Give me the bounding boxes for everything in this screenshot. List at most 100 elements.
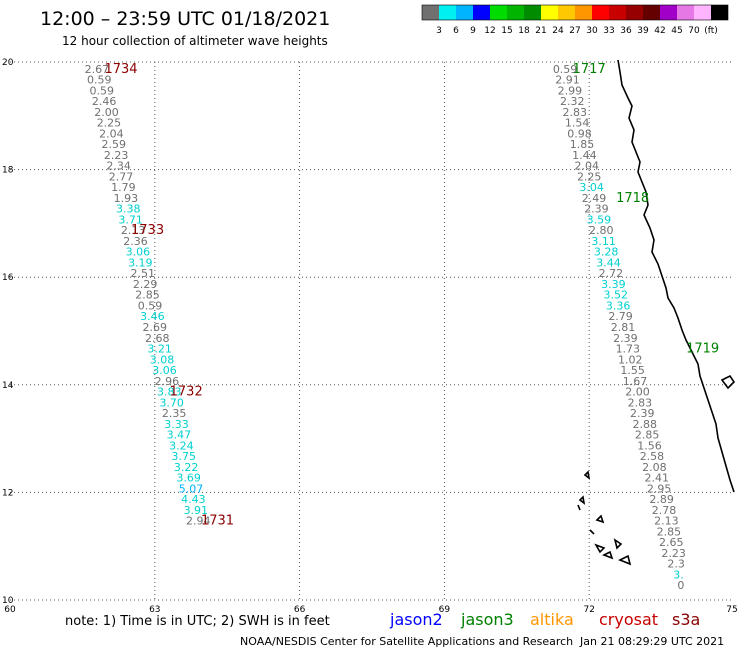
wave-height-point: 1.55 [620, 364, 645, 377]
x-tick-label: 60 [4, 605, 16, 615]
wave-height-point: 3.75 [172, 450, 197, 463]
axis-tick-labels: 60 63 66 69 72 75 10 12 14 16 18 20 [2, 58, 738, 615]
coastline-map [577, 59, 736, 566]
colorbar-swatch [677, 5, 694, 20]
island-outline [589, 529, 595, 535]
wave-height-point: 2.51 [130, 267, 155, 280]
wave-height-point: 3.69 [176, 472, 201, 485]
wave-height-point: 1.67 [623, 375, 648, 388]
y-tick-label: 14 [2, 381, 14, 391]
wave-height-point: 2.00 [94, 106, 119, 119]
wave-height-point: 3.52 [603, 289, 628, 302]
wave-height-point: 2.85 [657, 525, 682, 538]
wave-height-point: 3.06 [126, 246, 151, 259]
wave-height-point: 2.72 [599, 267, 624, 280]
x-tick-label: 63 [149, 605, 160, 615]
wave-height-point: 2.39 [584, 203, 609, 216]
wave-height-point: 3.38 [116, 203, 141, 216]
pass-time-label: 1733 [131, 223, 164, 238]
colorbar-label: 45 [671, 26, 682, 36]
island-outline [613, 538, 623, 550]
colorbar-label: 6 [453, 26, 459, 36]
satellite-legend: jason2 jason3 altika cryosat s3a [389, 610, 700, 629]
legend-cryosat: cryosat [599, 610, 658, 629]
wave-height-point: 3.44 [596, 256, 621, 269]
coastline-main [617, 59, 735, 493]
x-tick-label: 69 [439, 605, 451, 615]
wave-height-point: 3.21 [147, 343, 172, 356]
wave-height-point: 1.54 [565, 117, 590, 130]
colorbar-swatch [643, 5, 660, 20]
colorbar-label: 30 [586, 26, 598, 36]
colorbar-swatch [660, 5, 677, 20]
y-tick-label: 16 [2, 273, 14, 283]
colorbar-label: 27 [569, 26, 580, 36]
colorbar-label: 36 [620, 26, 632, 36]
units-note: note: 1) Time is in UTC; 2) SWH is in fe… [65, 614, 330, 629]
wave-height-point: 2.39 [630, 407, 655, 420]
colorbar-label: 3 [436, 26, 442, 36]
wave-height-point: 2.13 [654, 515, 679, 528]
wave-height-point: 2.77 [109, 170, 134, 183]
wave-height-point: 3.83 [157, 386, 182, 399]
wave-height-point: 4.43 [181, 493, 206, 506]
wave-height-point: 1.73 [616, 343, 641, 356]
wave-height-point: 3.36 [606, 299, 631, 312]
island-outline [594, 543, 606, 554]
colorbar-label: 39 [637, 26, 649, 36]
wave-height-point: 3.47 [167, 429, 192, 442]
colorbar-swatch [711, 5, 728, 20]
wave-height-point: 2.91 [555, 74, 580, 87]
wave-height-point: 2.96 [155, 375, 180, 388]
wave-height-point: 3.33 [164, 418, 189, 431]
wave-height-point: 2.04 [99, 127, 124, 140]
colorbar-label: 21 [535, 26, 546, 36]
generated-timestamp: Jan 21 08:29:29 UTC 2021 [579, 635, 724, 648]
island-outline [602, 550, 614, 560]
chart-title: 12:00 – 23:59 UTC 01/18/2021 [40, 8, 330, 30]
wave-height-point: 1.56 [637, 439, 662, 452]
wave-height-point: 2.78 [652, 504, 677, 517]
colorbar-swatch [490, 5, 507, 20]
wave-height-point: 2.95 [647, 482, 672, 495]
island-outline [618, 554, 632, 566]
wave-height-point: 1.93 [114, 192, 139, 205]
wave-height-point: 1.79 [111, 181, 136, 194]
legend-altika: altika [530, 610, 574, 629]
pass-time-label: 1719 [686, 342, 719, 357]
pass-time-label: 1734 [104, 62, 137, 77]
wave-height-point: 3.11 [591, 235, 616, 248]
colorbar-swatch [439, 5, 456, 20]
wave-height-point: 2.00 [625, 386, 650, 399]
pass-time-labels: 1734 1733 1732 1731 1717 1718 1719 [104, 62, 719, 529]
wave-height-point: 2.35 [162, 407, 187, 420]
wave-height-point: 2.83 [628, 396, 653, 409]
colorbar-label: 24 [552, 26, 564, 36]
wave-height-point: 0.59 [138, 299, 163, 312]
wave-height-point: 2.68 [145, 332, 170, 345]
colorbar-swatch [626, 5, 643, 20]
x-tick-label: 66 [294, 605, 306, 615]
x-tick-label: 75 [726, 605, 737, 615]
wave-height-point: 2.41 [645, 472, 670, 485]
wave-height-point: 2.81 [611, 321, 636, 334]
y-tick-label: 20 [2, 58, 14, 68]
wave-height-point: 2.13 [121, 224, 146, 237]
wave-height-point: 2.36 [123, 235, 148, 248]
wave-height-point: 2.23 [104, 149, 129, 162]
wave-height-point: 2.83 [562, 106, 587, 119]
colorbar-swatch [456, 5, 473, 20]
colorbar-label: 12 [484, 26, 495, 36]
color-scale-bar: 3 6 9 12 15 18 21 24 27 30 33 36 39 42 45 70 (ft) [421, 4, 729, 36]
colorbar-swatch [609, 5, 626, 20]
wave-height-point: 3.19 [128, 256, 153, 269]
island-outline [578, 495, 586, 505]
grid-lines [10, 61, 734, 601]
y-tick-label: 10 [2, 596, 14, 606]
wave-height-point: 2.46 [92, 95, 117, 108]
y-tick-label: 12 [2, 488, 13, 498]
wave-height-point: 2.94 [186, 515, 211, 528]
wave-height-point: 2.58 [640, 450, 665, 463]
credit-text: NOAA/NESDIS Center for Satellite Applica… [240, 635, 573, 648]
wave-height-point: 2.99 [558, 84, 583, 97]
